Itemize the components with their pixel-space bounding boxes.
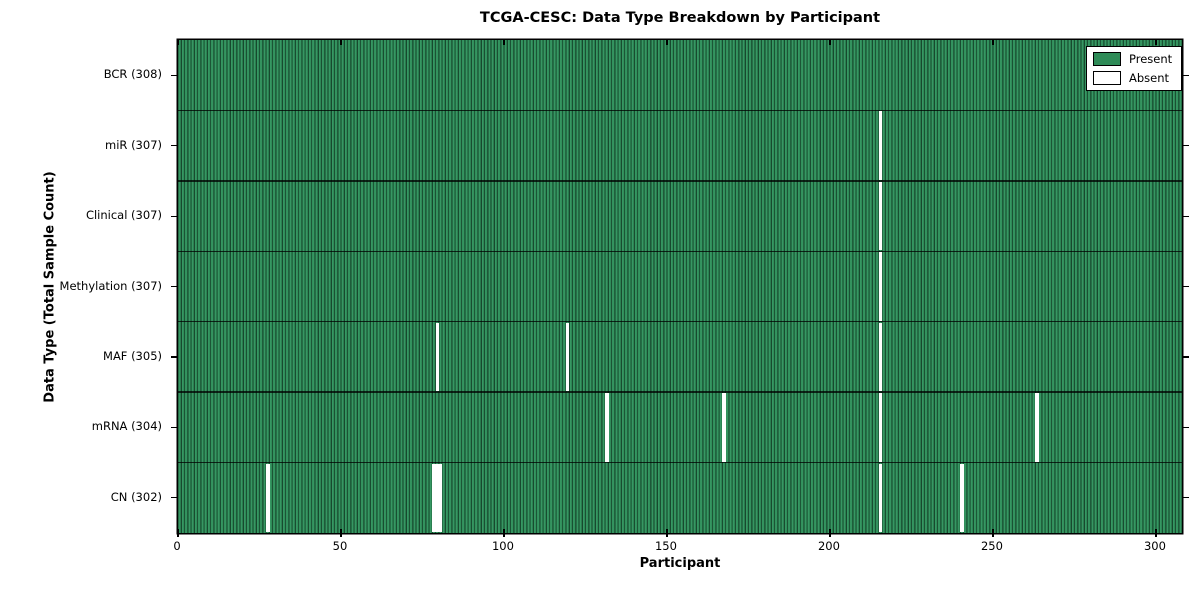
- absent-gap: [565, 322, 570, 392]
- absent-gap: [878, 463, 883, 532]
- y-tick-mark: [171, 145, 178, 147]
- x-tick-mark: [666, 40, 668, 45]
- legend-label-absent: Absent: [1129, 70, 1170, 85]
- x-tick-mark: [1155, 529, 1157, 537]
- x-tick-mark: [992, 40, 994, 45]
- y-tick-mark: [1182, 356, 1189, 358]
- x-tick-mark: [503, 40, 505, 45]
- y-tick-mark: [1182, 145, 1189, 147]
- absent-gap: [605, 393, 609, 462]
- legend-entry-absent: Absent: [1093, 71, 1172, 85]
- x-tick-mark: [829, 529, 831, 537]
- x-tick-label: 250: [980, 539, 1003, 553]
- y-tick-mark: [171, 497, 178, 499]
- absent-gap: [960, 463, 964, 532]
- absent-gap: [1035, 393, 1039, 462]
- y-tick-mark: [171, 286, 178, 288]
- x-tick-mark: [340, 40, 342, 45]
- plot-area: [171, 39, 1189, 537]
- x-tick-mark: [829, 40, 831, 45]
- x-tick-mark: [177, 529, 179, 537]
- x-tick-label: 300: [1143, 539, 1166, 553]
- absent-gap: [266, 463, 270, 532]
- absent-gap: [722, 393, 726, 462]
- x-tick-label: 0: [173, 539, 181, 553]
- y-tick-label: CN (302): [110, 489, 162, 504]
- y-tick-mark: [1182, 426, 1189, 429]
- present-swatch-icon: [1093, 52, 1121, 66]
- absent-gap: [878, 322, 883, 392]
- x-tick-label: 50: [332, 539, 348, 553]
- chart-title: TCGA-CESC: Data Type Breakdown by Partic…: [479, 10, 881, 26]
- row-separator: [178, 461, 1182, 464]
- y-tick-mark: [1182, 74, 1189, 76]
- x-tick-label: 150: [654, 539, 677, 553]
- absent-gap: [878, 393, 883, 462]
- x-axis-label: Participant: [639, 556, 721, 571]
- absent-gap: [438, 463, 443, 532]
- x-tick-mark: [177, 40, 179, 45]
- y-tick-mark: [171, 215, 178, 217]
- legend: Present Absent: [1086, 46, 1183, 91]
- row-separator: [178, 321, 1182, 323]
- x-tick-mark: [340, 529, 342, 537]
- absent-swatch-icon: [1093, 71, 1121, 85]
- y-tick-label: Methylation (307): [59, 278, 162, 293]
- y-tick-mark: [1182, 215, 1189, 217]
- x-tick-mark: [992, 529, 994, 537]
- x-tick-mark: [503, 529, 505, 537]
- absent-gap: [878, 111, 883, 180]
- y-tick-mark: [171, 356, 178, 358]
- y-tick-label: MAF (305): [103, 348, 162, 363]
- x-tick-mark: [1155, 40, 1157, 45]
- absent-gap: [878, 252, 883, 321]
- legend-label-present: Present: [1129, 51, 1173, 66]
- y-tick-mark: [171, 74, 178, 76]
- y-tick-label: mRNA (304): [91, 419, 162, 434]
- y-tick-label: Clinical (307): [85, 208, 162, 223]
- y-tick-mark: [171, 426, 178, 429]
- row-separator: [178, 391, 1182, 393]
- y-tick-label: miR (307): [105, 137, 162, 152]
- absent-gap: [435, 322, 440, 392]
- row-separator: [178, 109, 1182, 112]
- absent-gap: [432, 463, 436, 532]
- x-tick-label: 100: [491, 539, 514, 553]
- y-tick-mark: [1182, 286, 1189, 288]
- x-tick-mark: [666, 529, 668, 537]
- x-tick-label: 200: [817, 539, 840, 553]
- y-tick-label: BCR (308): [103, 67, 162, 82]
- row-separator: [178, 180, 1182, 182]
- row-separator: [178, 250, 1182, 252]
- absent-gap: [878, 181, 883, 251]
- y-tick-mark: [1182, 497, 1189, 499]
- legend-entry-present: Present: [1093, 52, 1172, 66]
- absent-gap: [435, 463, 440, 532]
